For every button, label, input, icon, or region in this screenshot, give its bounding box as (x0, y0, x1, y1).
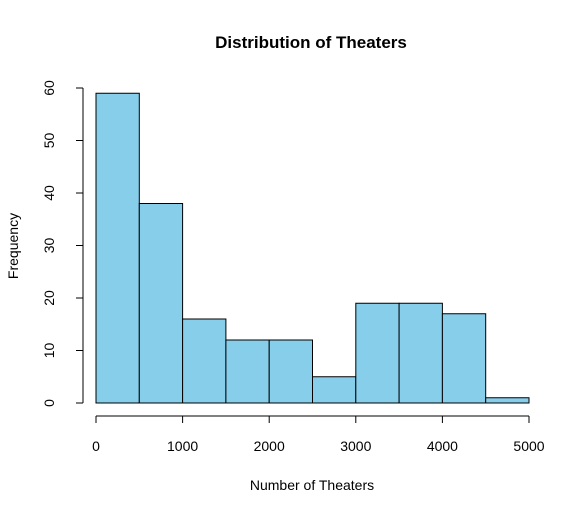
y-tick-label: 20 (41, 290, 57, 306)
bars-group (95, 92, 530, 404)
histogram-bar (485, 397, 530, 404)
y-tick-label: 0 (41, 399, 57, 407)
histogram-bar (182, 318, 227, 404)
y-tick-label: 50 (41, 133, 57, 149)
x-tick-label: 1000 (167, 438, 198, 454)
x-axis: 0 1000 2000 3000 4000 5000 (92, 415, 545, 454)
y-axis: 0 10 20 30 40 50 60 (41, 80, 84, 407)
histogram-bar (398, 302, 443, 404)
histogram-bar (95, 92, 140, 404)
x-tick-label: 2000 (254, 438, 285, 454)
y-axis-label: Frequency (5, 213, 21, 279)
x-tick-label: 4000 (427, 438, 458, 454)
y-tick-label: 60 (41, 80, 57, 96)
histogram-bar (312, 376, 357, 404)
y-tick-label: 30 (41, 238, 57, 254)
y-tick-label: 10 (41, 343, 57, 359)
x-tick-label: 0 (92, 438, 100, 454)
histogram-bar (225, 339, 270, 404)
histogram-bar (355, 302, 400, 404)
chart-title: Distribution of Theaters (215, 33, 407, 52)
histogram-bar (138, 203, 184, 404)
y-tick-label: 40 (41, 185, 57, 201)
x-tick-label: 5000 (513, 438, 544, 454)
x-tick-label: 3000 (340, 438, 371, 454)
histogram-bar (268, 339, 314, 404)
x-axis-label: Number of Theaters (250, 477, 374, 493)
histogram-bar (441, 313, 487, 404)
